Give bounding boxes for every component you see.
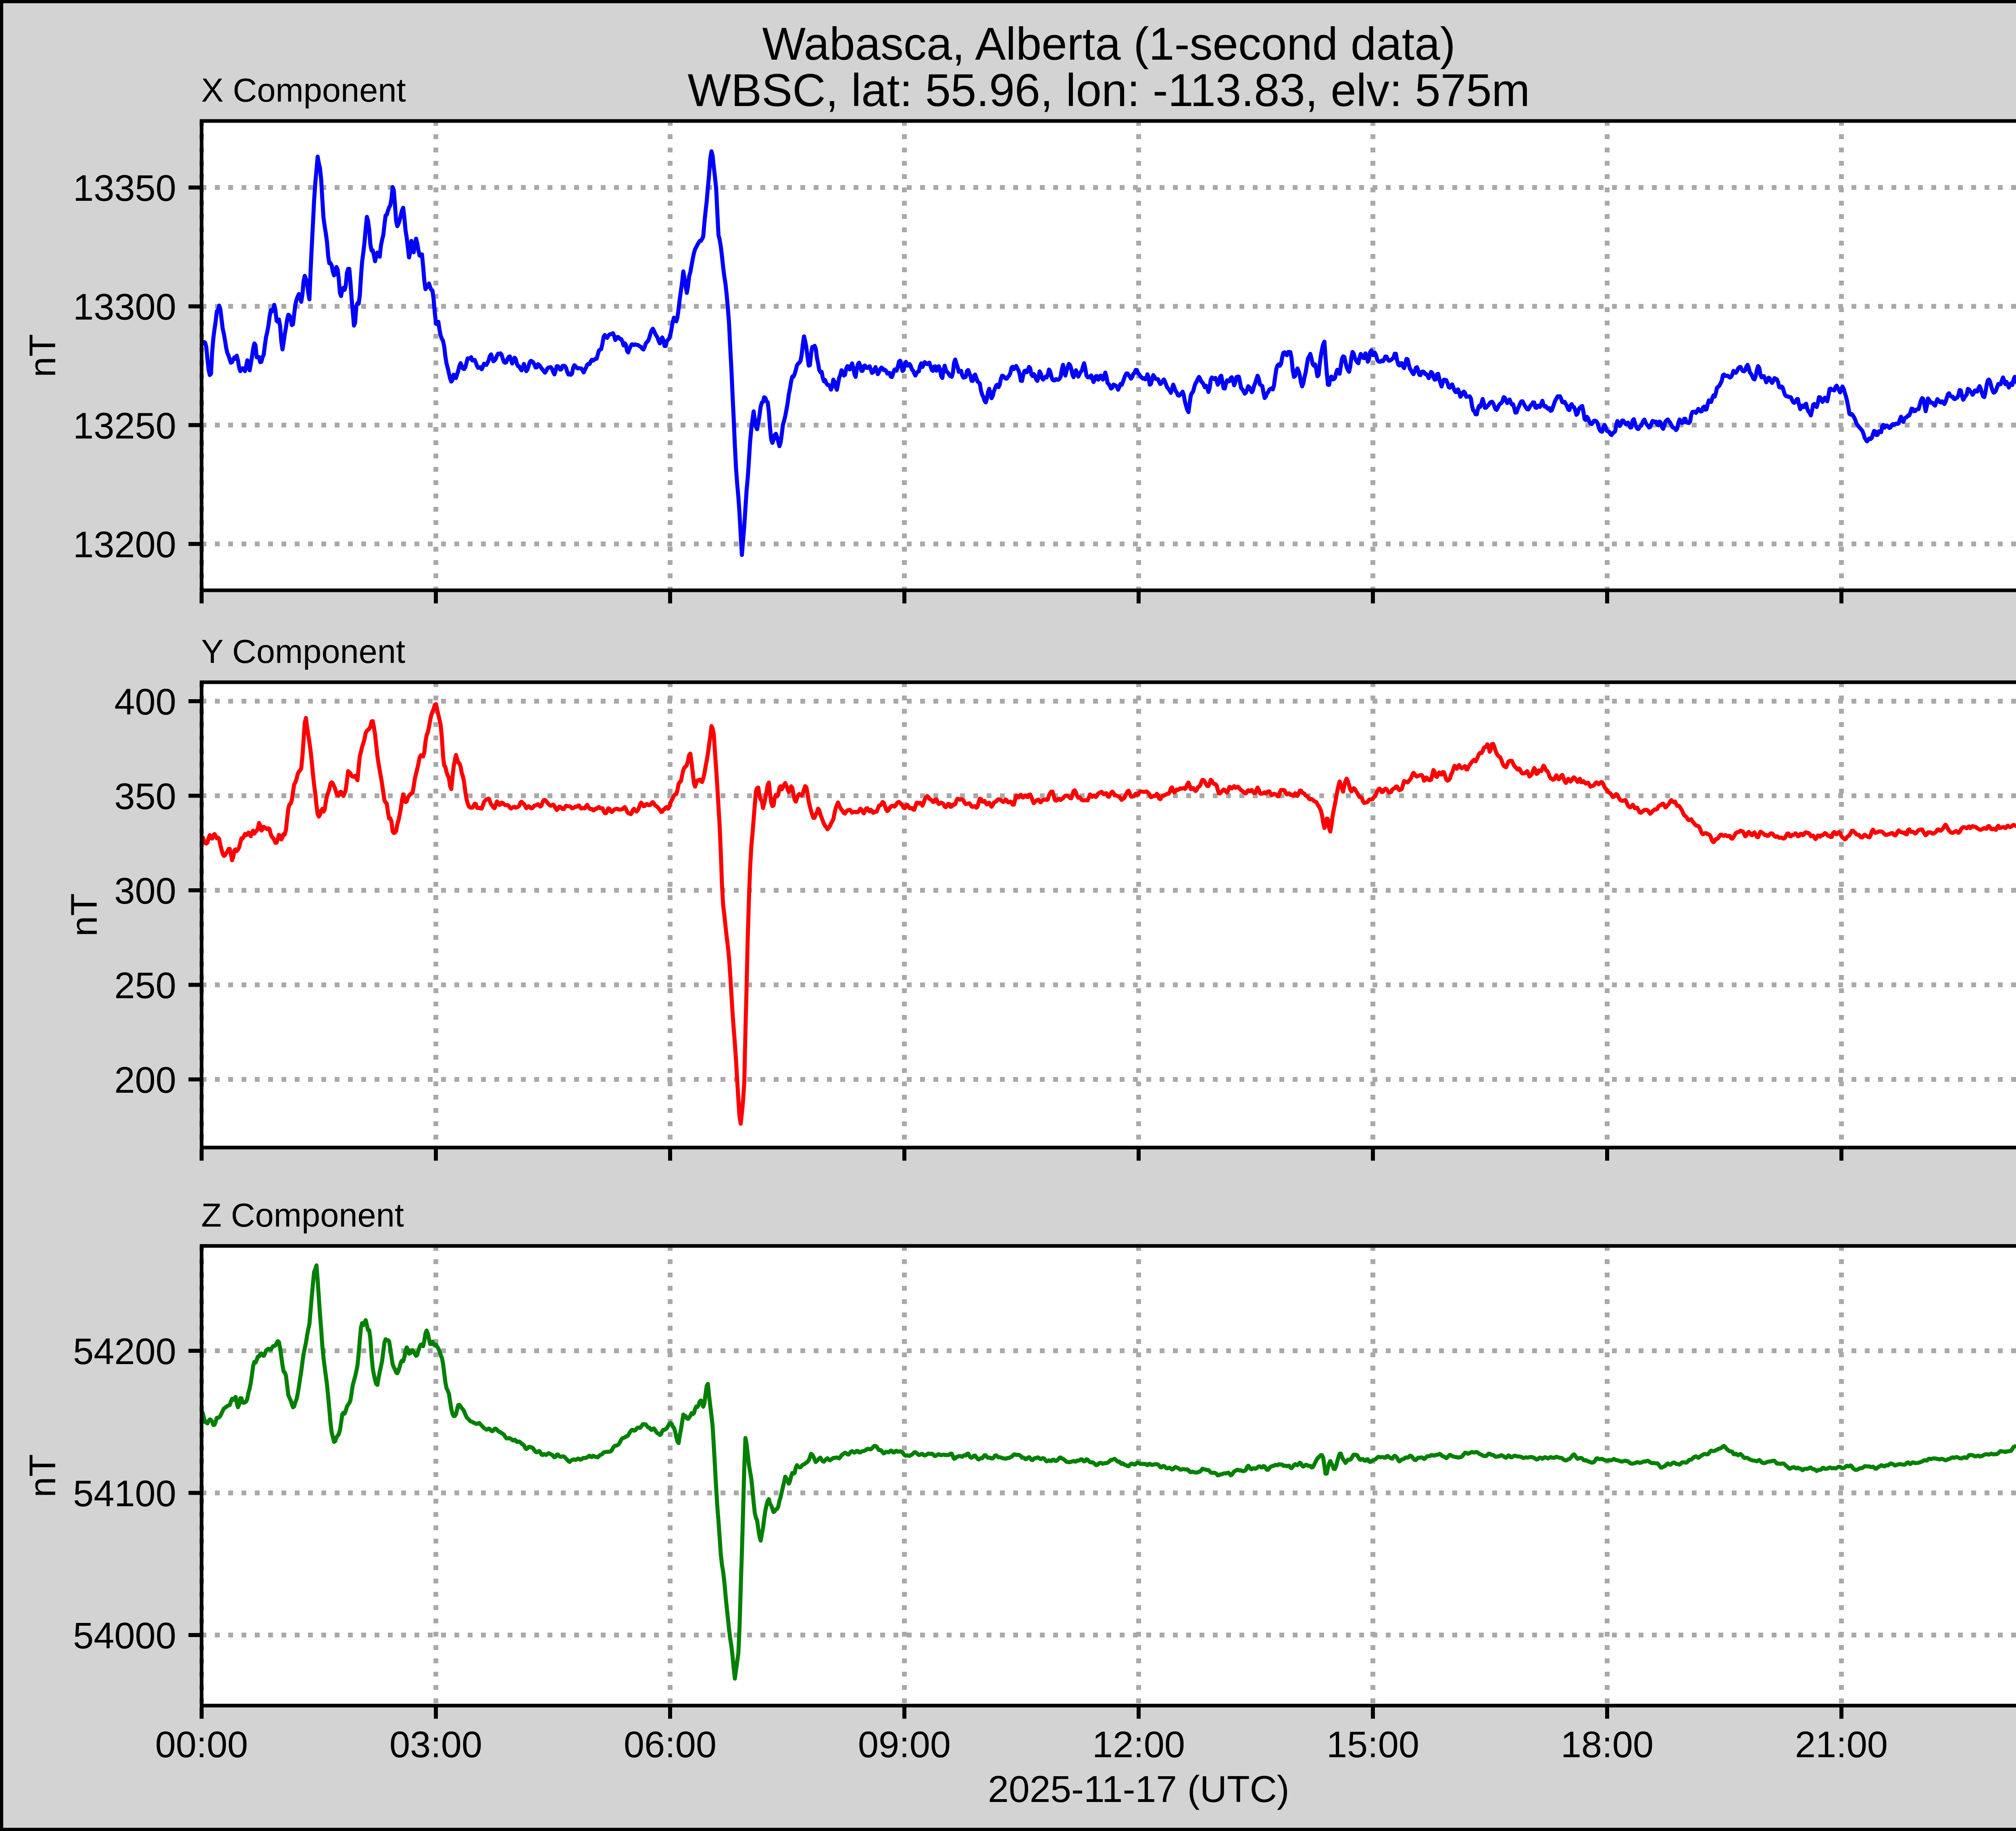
svg-text:2025-11-17 (UTC): 2025-11-17 (UTC)	[988, 1768, 1289, 1810]
svg-text:13200: 13200	[73, 524, 176, 565]
svg-text:350: 350	[115, 776, 177, 817]
svg-text:400: 400	[115, 681, 177, 723]
svg-text:13300: 13300	[73, 287, 176, 328]
svg-text:250: 250	[115, 965, 177, 1006]
svg-text:nT: nT	[22, 1454, 63, 1497]
svg-text:54200: 54200	[73, 1331, 176, 1372]
svg-text:nT: nT	[22, 334, 63, 377]
svg-text:WBSC, lat: 55.96, lon: -113.83: WBSC, lat: 55.96, lon: -113.83, elv: 575…	[688, 65, 1530, 116]
svg-text:06:00: 06:00	[624, 1724, 716, 1765]
svg-text:Y Component: Y Component	[201, 633, 405, 670]
svg-text:54000: 54000	[73, 1615, 176, 1656]
svg-text:09:00: 09:00	[858, 1724, 951, 1765]
svg-text:00:00: 00:00	[155, 1724, 248, 1765]
svg-text:nT: nT	[64, 893, 105, 936]
svg-text:18:00: 18:00	[1561, 1724, 1654, 1765]
svg-text:200: 200	[115, 1060, 177, 1101]
svg-text:54100: 54100	[73, 1473, 176, 1514]
svg-text:X Component: X Component	[201, 71, 406, 109]
svg-text:13250: 13250	[73, 405, 176, 446]
svg-text:Wabasca, Alberta (1-second dat: Wabasca, Alberta (1-second data)	[762, 19, 1455, 70]
svg-text:21:00: 21:00	[1795, 1724, 1888, 1765]
svg-text:13350: 13350	[73, 168, 176, 209]
svg-text:Z Component: Z Component	[201, 1196, 404, 1234]
svg-text:12:00: 12:00	[1092, 1724, 1185, 1765]
svg-text:15:00: 15:00	[1327, 1724, 1419, 1765]
svg-text:300: 300	[115, 871, 177, 912]
svg-text:03:00: 03:00	[389, 1724, 482, 1765]
